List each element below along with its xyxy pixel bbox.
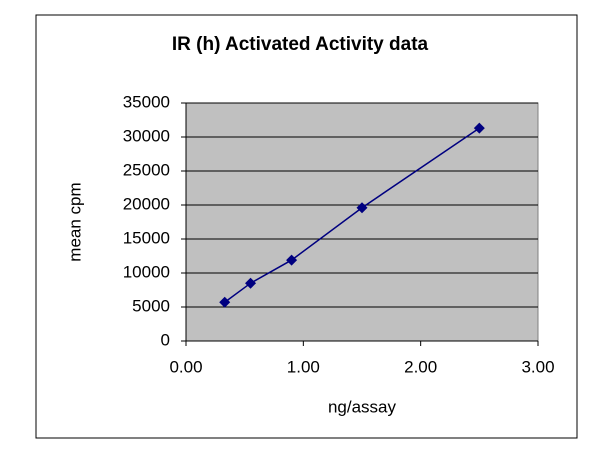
x-tick-label: 3.00	[521, 357, 554, 376]
plot-area	[185, 102, 539, 342]
y-tick-label: 35000	[123, 92, 170, 111]
x-tick-label: 0.00	[169, 357, 202, 376]
data-point	[473, 122, 485, 134]
y-tick-label: 15000	[123, 228, 170, 247]
data-point	[286, 254, 298, 266]
y-tick-label: 10000	[123, 262, 170, 281]
y-tick-label: 25000	[123, 160, 170, 179]
y-axis-label: mean cpm	[65, 182, 84, 261]
chart-title: IR (h) Activated Activity data	[172, 34, 429, 55]
y-tick-label: 20000	[123, 194, 170, 213]
y-tick-label: 5000	[132, 296, 170, 315]
y-tick-label: 30000	[123, 126, 170, 145]
x-axis-label: ng/assay	[328, 397, 397, 416]
data-point	[356, 202, 368, 214]
x-tick-label: 2.00	[404, 357, 437, 376]
data-point	[219, 296, 231, 308]
y-tick-label: 0	[161, 330, 170, 349]
x-tick-label: 1.00	[287, 357, 320, 376]
data-point	[245, 277, 257, 289]
